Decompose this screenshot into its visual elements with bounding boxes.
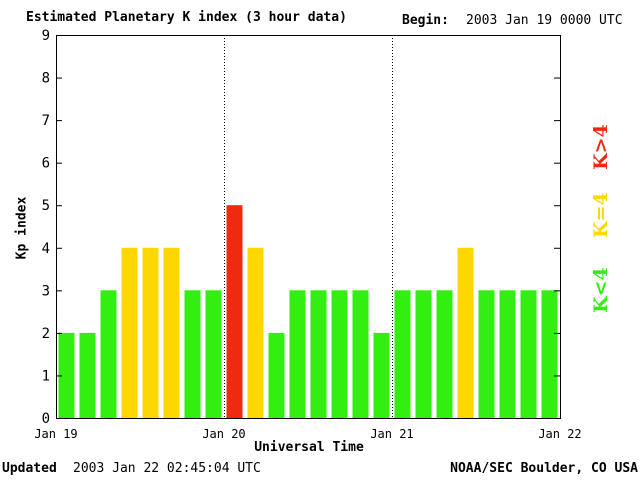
kp-bar	[394, 290, 411, 418]
kp-bar	[478, 290, 495, 418]
begin-value: 2003 Jan 19 0000 UTC	[466, 13, 623, 28]
kp-bar	[205, 290, 222, 418]
kp-bar	[352, 290, 369, 418]
legend-k-less-4: K<4	[590, 267, 612, 313]
y-tick-label: 5	[42, 198, 50, 214]
kp-bar	[541, 290, 558, 418]
y-tick-label: 3	[42, 283, 50, 299]
kp-bar	[499, 290, 516, 418]
kp-bar	[142, 247, 159, 418]
kp-bar	[100, 290, 117, 418]
y-tick-label: 0	[42, 411, 50, 427]
x-tick-label: Jan 19	[34, 427, 77, 441]
kp-bar	[184, 290, 201, 418]
y-axis-label: Kp index	[14, 196, 30, 260]
kp-bar	[121, 247, 138, 418]
x-axis-label: Universal Time	[254, 440, 364, 455]
plot-frame	[56, 35, 561, 419]
kp-bar	[79, 332, 96, 418]
kp-bar	[247, 247, 264, 418]
kp-bar	[457, 247, 474, 418]
begin-label: Begin:	[402, 13, 449, 28]
kp-bar	[373, 332, 390, 418]
y-tick-label: 2	[42, 326, 50, 342]
x-tick-label: Jan 22	[538, 427, 581, 441]
kp-bar	[520, 290, 537, 418]
kp-bar	[331, 290, 348, 418]
updated-label: Updated	[2, 461, 57, 476]
kp-bar	[163, 247, 180, 418]
kp-bar	[436, 290, 453, 418]
kp-bar	[226, 205, 243, 418]
y-tick-label: 8	[42, 71, 50, 87]
updated-timestamp: 2003 Jan 22 02:45:04 UTC	[73, 461, 261, 476]
kp-bar	[58, 332, 75, 418]
legend-k-greater-4: K>4	[590, 124, 612, 170]
kp-bar	[415, 290, 432, 418]
kp-bar	[289, 290, 306, 418]
y-tick-label: 1	[42, 368, 50, 384]
x-tick-label: Jan 20	[202, 427, 245, 441]
chart-title: Estimated Planetary K index (3 hour data…	[26, 10, 347, 25]
y-tick-label: 7	[42, 113, 50, 129]
kp-bar	[268, 332, 285, 418]
source-credit: NOAA/SEC Boulder, CO USA	[450, 461, 638, 476]
y-tick-label: 4	[42, 241, 50, 257]
kp-bar	[310, 290, 327, 418]
y-tick-label: 6	[42, 156, 50, 172]
legend-k-equal-4: K=4	[590, 192, 612, 238]
y-tick-label: 9	[42, 28, 50, 44]
x-tick-label: Jan 21	[370, 427, 413, 441]
